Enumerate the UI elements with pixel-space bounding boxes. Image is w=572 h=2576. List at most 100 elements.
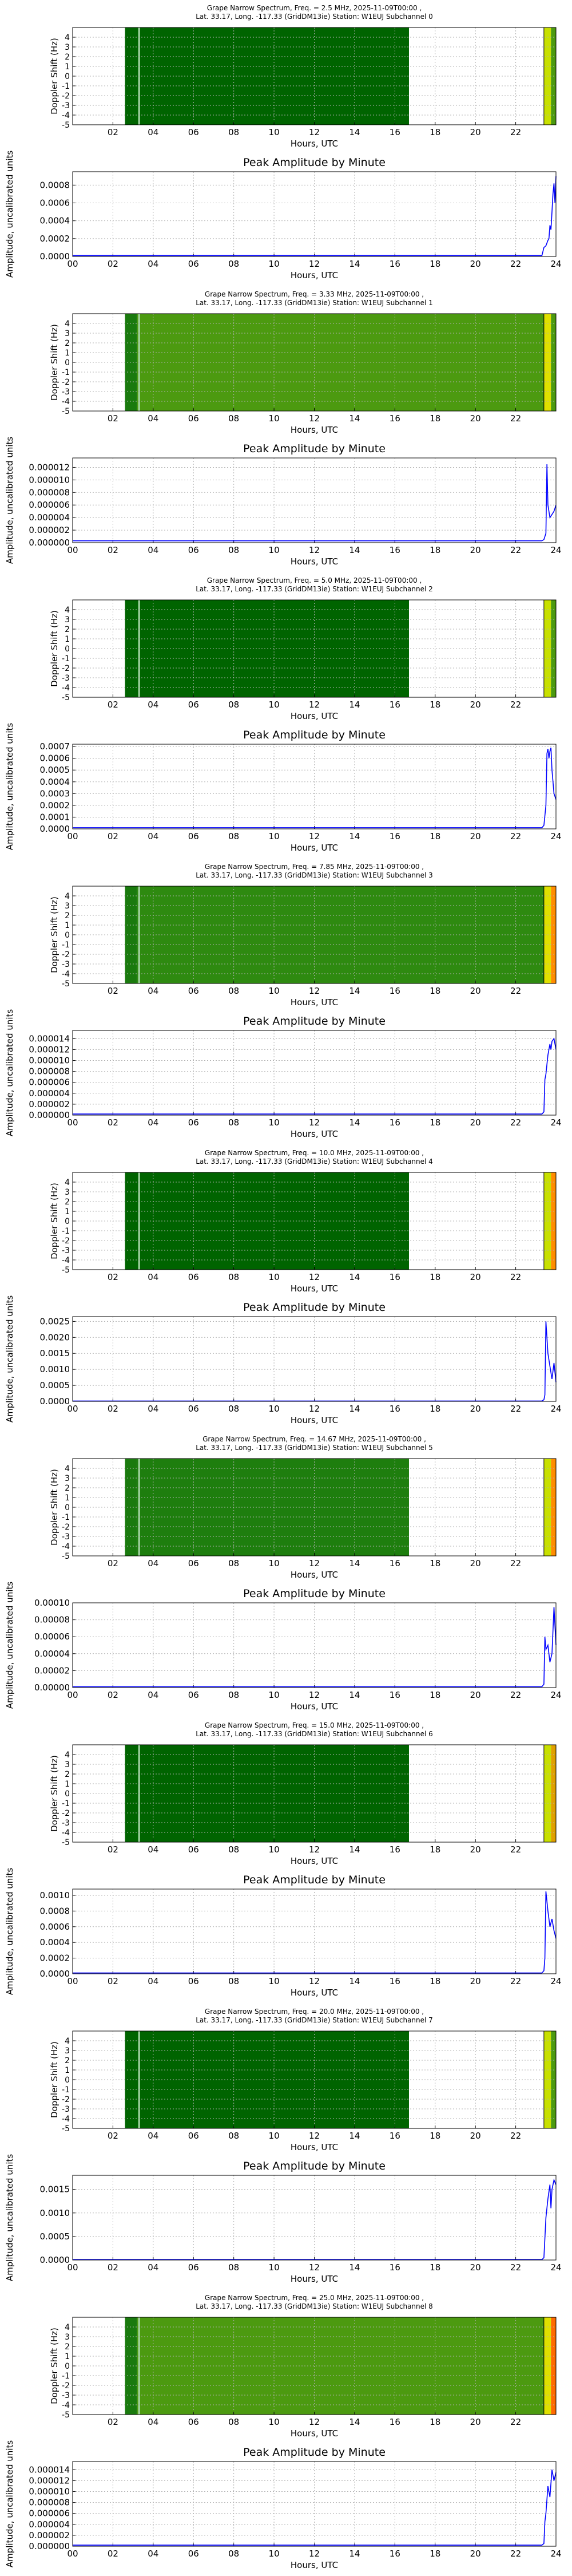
x-tick-label: 16 (390, 1117, 400, 1128)
chart-title: Grape Narrow Spectrum, Freq. = 2.5 MHz, … (207, 4, 422, 12)
y-tick-label: 1 (65, 349, 70, 358)
y-tick-label: -3 (62, 101, 70, 110)
y-tick-label: 1 (65, 62, 70, 72)
chart-title: Grape Narrow Spectrum, Freq. = 3.33 MHz,… (205, 290, 424, 298)
x-tick-label: 08 (228, 1272, 239, 1282)
chart-title: Grape Narrow Spectrum, Freq. = 20.0 MHz,… (205, 2008, 424, 2016)
x-tick-label: 20 (470, 1558, 481, 1568)
x-tick-label: 18 (430, 1558, 440, 1568)
y-tick-label: 0 (65, 1503, 70, 1512)
y-tick-label: -4 (62, 970, 70, 979)
x-tick-label: 18 (430, 700, 440, 710)
x-tick-label: 06 (188, 2417, 199, 2427)
x-tick-label: 20 (470, 2549, 481, 2559)
y-tick-label: -2 (62, 664, 70, 673)
x-tick-label: 06 (188, 986, 199, 996)
y-tick-label: -1 (62, 2372, 70, 2381)
plot-area (73, 1889, 556, 1974)
y-tick-label: 0.000014 (29, 1033, 70, 1044)
y-tick-label: 0.0000 (40, 1396, 70, 1406)
x-tick-label: 18 (430, 2549, 440, 2559)
x-tick-label: 10 (269, 1690, 280, 1700)
y-tick-label: -3 (62, 2105, 70, 2114)
y-tick-label: 4 (65, 1178, 70, 1187)
y-tick-label: -5 (62, 121, 70, 130)
x-tick-label: 24 (550, 2549, 561, 2559)
y-tick-label: 0.0005 (40, 2231, 70, 2242)
y-tick-label: -3 (62, 674, 70, 683)
x-tick-label: 22 (510, 2131, 521, 2141)
x-tick-label: 22 (510, 1404, 521, 1414)
y-tick-label: 0.00002 (34, 1665, 70, 1676)
x-tick-label: 02 (108, 2262, 118, 2273)
x-tick-label: 12 (309, 986, 320, 996)
y-tick-label: 4 (65, 1464, 70, 1473)
x-tick-label: 06 (188, 259, 199, 269)
x-tick-label: 18 (430, 1272, 440, 1282)
x-tick-label: 06 (188, 2131, 199, 2141)
x-tick-label: 10 (269, 1117, 280, 1128)
amplitude-chart: Peak Amplitude by Minute 00 02 04 06 08 10 12 14… (5, 151, 562, 280)
chart-subtitle: Lat. 33.17, Long. -117.33 (GridDM13ie) S… (196, 2302, 433, 2310)
y-tick-label: 4 (65, 33, 70, 42)
plot-frame (72, 886, 557, 984)
y-tick-label: 0.0002 (40, 234, 70, 244)
chart-title: Grape Narrow Spectrum, Freq. = 7.85 MHz,… (205, 863, 424, 871)
x-tick-label: 14 (349, 2262, 360, 2273)
y-tick-label: -5 (62, 693, 70, 702)
y-tick-label: 0.000010 (29, 1056, 70, 1066)
x-tick-label: 02 (108, 1690, 118, 1700)
x-tick-label: 08 (228, 2131, 239, 2141)
y-tick-label: 0 (65, 358, 70, 368)
plot-area (73, 172, 556, 256)
x-tick-label: 20 (470, 545, 481, 555)
x-tick-label: 16 (390, 2262, 400, 2273)
plot-frame (72, 2461, 557, 2547)
y-tick-label: 0.000006 (29, 500, 70, 510)
chart-title: Grape Narrow Spectrum, Freq. = 10.0 MHz,… (205, 1149, 424, 1157)
x-axis-label: Hours, UTC (291, 997, 338, 1008)
x-tick-label: 22 (510, 545, 521, 555)
x-tick-label: 00 (67, 1690, 78, 1700)
y-tick-label: -3 (62, 960, 70, 969)
x-tick-label: 06 (188, 831, 199, 841)
y-tick-label: -2 (62, 92, 70, 101)
y-axis-label: Amplitude, uncalibrated units (5, 1295, 15, 1423)
x-tick-label: 08 (228, 1690, 239, 1700)
y-tick-label: 0.000010 (29, 2487, 70, 2497)
x-axis-label: Hours, UTC (291, 2274, 338, 2284)
y-tick-label: 3 (65, 2046, 70, 2056)
plot-area (73, 458, 556, 543)
y-tick-label: -1 (62, 2085, 70, 2095)
x-tick-label: 12 (309, 1690, 320, 1700)
x-tick-label: 06 (188, 1690, 199, 1700)
x-tick-label: 10 (269, 1844, 280, 1855)
amplitude-chart: Peak Amplitude by Minute 00 02 04 06 08 10 12 14… (5, 1009, 562, 1139)
plot-frame (72, 1602, 557, 1688)
y-tick-label: 1 (65, 921, 70, 930)
y-axis-label: Doppler Shift (Hz) (49, 1183, 59, 1259)
x-axis-label: Hours, UTC (291, 1129, 338, 1139)
x-tick-label: 10 (269, 2417, 280, 2427)
x-tick-label: 18 (430, 127, 440, 137)
series-line (73, 1037, 557, 1115)
y-axis-label: Doppler Shift (Hz) (49, 896, 59, 973)
x-tick-label: 22 (510, 2262, 521, 2273)
x-tick-label: 02 (108, 1558, 118, 1568)
amplitude-chart: Peak Amplitude by Minute 00 02 04 06 08 10 12 14… (5, 723, 562, 853)
y-tick-label: 0.000014 (29, 2464, 70, 2475)
y-tick-label: 0.0010 (40, 1890, 70, 1901)
x-tick-label: 02 (108, 545, 118, 555)
y-tick-label: -2 (62, 2381, 70, 2391)
x-tick-label: 14 (349, 1404, 360, 1414)
x-tick-label: 14 (349, 259, 360, 269)
x-tick-label: 02 (108, 1844, 118, 1855)
x-tick-label: 08 (228, 831, 239, 841)
spectrum-chart: Grape Narrow Spectrum, Freq. = 7.85 MHz,… (49, 863, 557, 1008)
series-line (73, 1607, 557, 1688)
x-tick-label: 06 (188, 2262, 199, 2273)
x-tick-label: 10 (269, 259, 280, 269)
x-tick-label: 16 (390, 986, 400, 996)
x-tick-label: 08 (228, 1844, 239, 1855)
x-tick-label: 14 (349, 1690, 360, 1700)
